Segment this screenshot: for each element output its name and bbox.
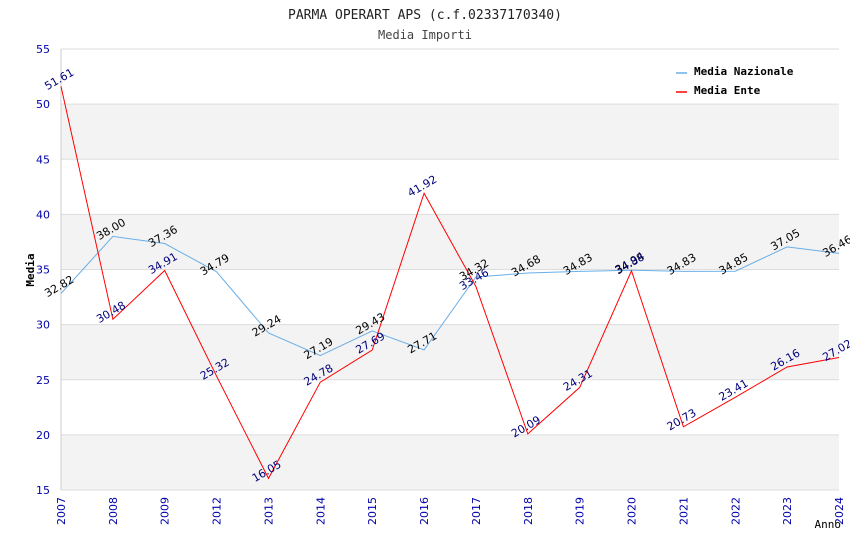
x-tick-label: 2020: [626, 497, 639, 525]
x-tick-label: 2019: [574, 497, 587, 525]
y-tick-label: 50: [36, 98, 50, 111]
chart-title: PARMA OPERART APS (c.f.02337170340): [288, 8, 562, 23]
x-tick-label: 2007: [55, 497, 68, 525]
grid-band: [61, 379, 839, 435]
grid-band: [61, 104, 839, 160]
x-tick-label: 2012: [211, 497, 224, 525]
grid-band: [61, 324, 839, 380]
x-tick-label: 2021: [677, 497, 690, 525]
y-axis-label: Media: [24, 253, 37, 286]
y-tick-label: 45: [36, 153, 50, 166]
legend-label-nazionale: Media Nazionale: [694, 65, 794, 78]
y-tick-label: 40: [36, 208, 50, 221]
y-tick-label: 20: [36, 429, 50, 442]
x-tick-label: 2009: [159, 497, 172, 525]
y-axis-ticks: 15 20 25 30 35 40 45 50 55: [36, 43, 50, 497]
x-tick-label: 2023: [781, 497, 794, 525]
x-tick-label: 2008: [107, 497, 120, 525]
grid-lines: [61, 48, 839, 491]
legend: Media Nazionale Media Ente: [670, 60, 810, 101]
legend-label-ente: Media Ente: [694, 84, 761, 97]
y-tick-label: 15: [36, 484, 50, 497]
chart-subtitle: Media Importi: [378, 28, 472, 42]
grid-band: [61, 159, 839, 215]
x-tick-label: 2013: [262, 497, 275, 525]
grid-band: [61, 434, 839, 490]
grid-band: [61, 214, 839, 270]
y-tick-label: 25: [36, 374, 50, 387]
x-tick-label: 2014: [314, 497, 327, 525]
y-tick-label: 30: [36, 319, 50, 332]
x-tick-label: 2024: [833, 497, 846, 525]
series-line-ente: [60, 86, 840, 480]
plot-background: [61, 49, 839, 490]
y-tick-label: 35: [36, 264, 50, 277]
grid-band: [61, 269, 839, 325]
x-axis-ticks: 2007 2008 2009 2012 2013 2014 2015 2016 2017 2018…: [55, 497, 846, 525]
legend-box: [670, 60, 810, 101]
x-tick-label: 2018: [522, 497, 535, 525]
x-axis-label: Anno: [815, 518, 842, 531]
x-tick-label: 2017: [470, 497, 483, 525]
y-tick-label: 55: [36, 43, 50, 56]
series-lines: [60, 86, 840, 480]
x-tick-label: 2022: [729, 497, 742, 525]
x-tick-label: 2015: [366, 497, 379, 525]
x-tick-label: 2016: [418, 497, 431, 525]
series-line-nazionale: [60, 235, 840, 357]
